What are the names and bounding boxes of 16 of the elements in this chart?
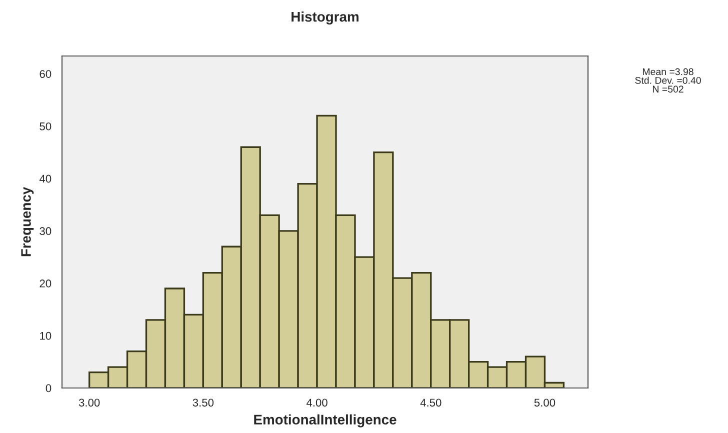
x-tick-label: 4.00 [306,398,328,407]
y-tick-label: 0 [46,384,52,392]
y-tick-label: 50 [40,122,52,130]
x-tick-label: 3.50 [192,398,214,407]
chart-title: Histogram [292,11,358,25]
y-tick-label: 40 [39,174,52,183]
y-tick-label: 30 [40,227,52,236]
y-tick-label: 20 [40,280,52,288]
x-axis-title: EmotionalIntelligence [254,414,396,428]
x-tick-label: 4.50 [420,398,442,407]
y-tick-label: 10 [40,332,52,340]
text: Mean =3.98 Std. Dev. =0.40 N =502 [635,68,701,93]
x-tick-label: 3.00 [78,398,100,407]
y-axis-title: Frequency [21,186,34,256]
x-tick-label: 5.00 [534,398,556,407]
y-tick-label: 60 [40,70,52,78]
